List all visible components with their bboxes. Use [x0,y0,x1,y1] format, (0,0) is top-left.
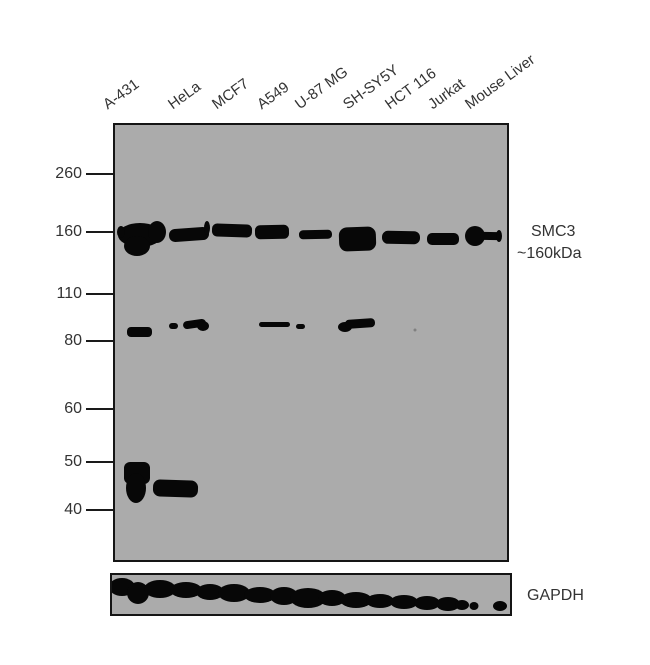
lane-label: HeLa [165,78,205,113]
mw-marker-tick [86,461,113,463]
blot-band [117,226,125,238]
loading-control-label: GAPDH [527,587,584,604]
mw-marker-tick [86,231,113,233]
mw-marker-label: 50 [64,453,82,470]
target-protein-name: SMC3 [531,223,576,240]
blot-band [390,595,418,609]
blot-band [127,582,149,604]
blot-band [427,233,459,245]
mw-marker-label: 110 [56,285,82,302]
blot-band [152,479,199,498]
blot-band [259,322,290,327]
blot-band [414,596,440,610]
mw-marker-label: 40 [64,501,82,518]
target-annotation: SMC3 ~160kDa [517,221,582,265]
mw-marker-label: 80 [64,332,82,349]
blot-band [298,229,333,240]
blot-band [197,321,209,331]
blot-band [496,230,502,242]
mw-marker-tick [86,293,113,295]
main-blot-bands [117,221,502,503]
lane-label: A549 [254,78,293,113]
blot-band [169,323,178,329]
mw-marker-tick [86,340,113,342]
blot-band [340,592,372,608]
blot-band [211,223,253,238]
blot-band [124,236,150,256]
blot-band [381,230,421,245]
blot-band [455,600,469,610]
mw-marker-label: 60 [64,400,82,417]
lane-label: A-431 [100,75,143,113]
mw-marker-tick [86,173,113,175]
blot-band [144,580,176,598]
lane-label: Mouse Liver [462,51,539,113]
blot-band [479,231,501,241]
blot-band [218,584,250,602]
loading-control-panel [110,573,512,616]
blot-band [338,226,377,252]
blot-band [344,318,376,329]
blot-band [296,324,305,329]
blot-band [254,224,290,240]
blot-band [126,473,146,503]
blot-band [290,588,326,608]
blot-band [204,221,210,235]
lane-label: MCF7 [209,75,253,113]
mw-marker-tick [86,408,113,410]
blot-band [493,601,507,611]
blot-band [469,602,479,610]
mw-marker-tick [86,509,113,511]
mw-marker-label: 260 [55,165,82,182]
blot-band [465,226,485,246]
blot-band [168,227,210,242]
blot-band [436,597,460,611]
mw-marker-label: 160 [55,223,82,240]
blot-band [244,587,276,603]
blot-band [318,590,346,606]
blot-band [413,328,417,332]
target-molecular-weight: ~160kDa [517,245,582,262]
blot-band [127,327,152,337]
blot-band [148,221,166,243]
blot-band [170,582,202,598]
main-blot-panel [113,123,509,562]
loading-control-bands [112,578,507,611]
blot-band [366,594,394,608]
lane-label: U-87 MG [292,63,352,113]
blot-band [196,584,224,600]
